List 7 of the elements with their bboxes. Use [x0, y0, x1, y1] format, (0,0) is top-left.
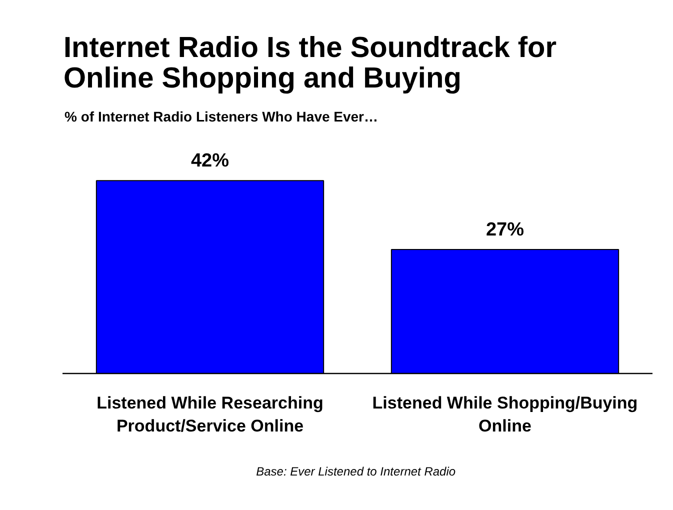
x-tick-label: Listened While Shopping/Buying Online: [372, 394, 638, 436]
data-label: 42%: [190, 150, 230, 172]
chart-subtitle: % of Internet Radio Listeners Who Have Ever…: [64, 108, 378, 124]
x-tick-label: Listened While Researching Product/Service Online: [96, 394, 324, 436]
chart-title: Internet Radio Is the Soundtrack for Online Shopping and Buying: [64, 32, 557, 94]
text: Base: Ever Listened to Internet Radio: [256, 464, 456, 478]
data-label: 27%: [486, 220, 524, 241]
